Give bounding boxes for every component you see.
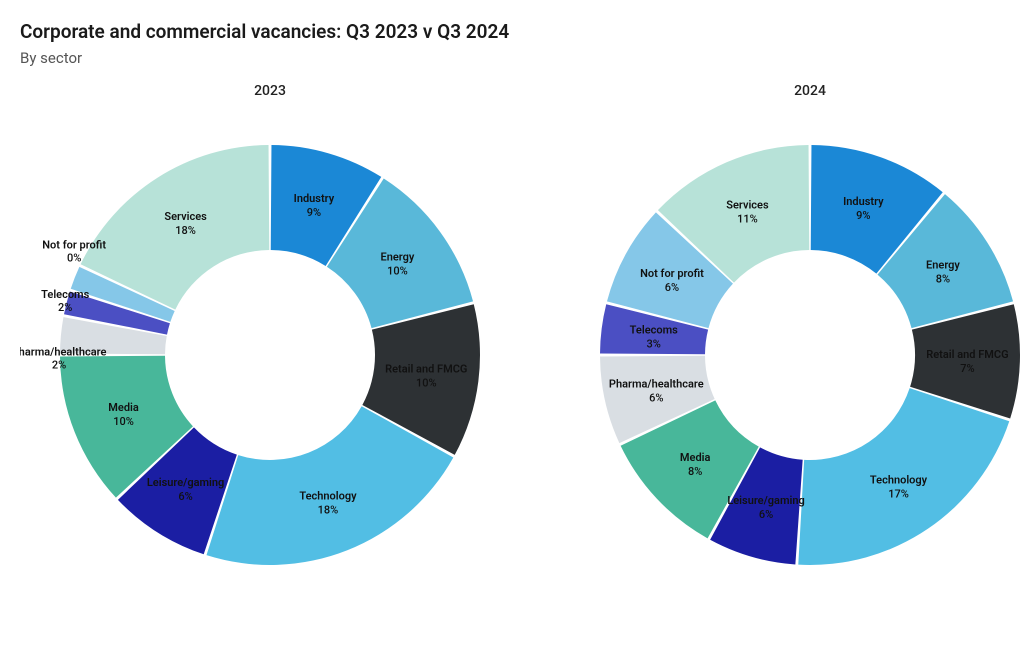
chart-title-2024: 2024 xyxy=(794,83,826,99)
slice-label: Telecoms xyxy=(41,288,89,301)
slice-percent: 10% xyxy=(416,377,437,390)
chart-2024: 2024 Industry9%Energy8%Retail and FMCG7%… xyxy=(560,83,1020,609)
slice-label: Not for profit xyxy=(42,238,106,251)
charts-row: 2023 Industry9%Energy10%Retail and FMCG1… xyxy=(20,83,1000,609)
slice-label: Services xyxy=(164,210,207,223)
slice-label: Technology xyxy=(299,489,357,502)
chart-2023: 2023 Industry9%Energy10%Retail and FMCG1… xyxy=(20,83,520,609)
slice-label: Retail and FMCG xyxy=(385,363,467,376)
slice-label: Services xyxy=(726,198,769,211)
slice-percent: 8% xyxy=(936,273,950,286)
slice-percent: 6% xyxy=(178,490,192,503)
slice-percent: 18% xyxy=(175,224,196,237)
donut-svg: Industry9%Energy8%Retail and FMCG7%Techn… xyxy=(560,105,1020,605)
slice-label: Media xyxy=(108,401,139,414)
slice-label: Leisure/gaming xyxy=(727,494,804,507)
slice-label: Energy xyxy=(380,250,414,263)
slice-percent: 8% xyxy=(688,465,702,478)
donut-2024: Industry9%Energy8%Retail and FMCG7%Techn… xyxy=(560,105,1020,609)
slice-percent: 6% xyxy=(649,391,663,404)
slice-percent: 9% xyxy=(307,206,321,219)
slice-label: Not for profit xyxy=(640,267,704,280)
slice-percent: 3% xyxy=(647,337,661,350)
slice-percent: 2% xyxy=(52,358,66,371)
chart-title-2023: 2023 xyxy=(254,83,286,99)
slice-percent: 10% xyxy=(387,264,408,277)
slice-percent: 9% xyxy=(856,209,870,222)
slice-label: Technology xyxy=(870,473,928,486)
slice-percent: 2% xyxy=(58,301,72,314)
slice-percent: 6% xyxy=(665,281,679,294)
slice-label: Media xyxy=(680,451,711,464)
page-subtitle: By sector xyxy=(20,49,1000,67)
slice-label: Retail and FMCG xyxy=(926,348,1008,361)
slice-label: Energy xyxy=(926,259,960,272)
donut-svg: Industry9%Energy10%Retail and FMCG10%Tec… xyxy=(20,105,520,605)
slice-percent: 11% xyxy=(737,212,758,225)
slice-label: Pharma/healthcare xyxy=(609,377,704,390)
page-title: Corporate and commercial vacancies: Q3 2… xyxy=(20,20,1000,43)
slice-label: Telecoms xyxy=(630,323,678,336)
slice-label: Pharma/healthcare xyxy=(20,345,106,358)
slice-percent: 0% xyxy=(67,251,81,264)
slice-label: Industry xyxy=(294,192,335,205)
slice-percent: 18% xyxy=(318,503,339,516)
slice-percent: 10% xyxy=(113,415,134,428)
slice-percent: 17% xyxy=(888,487,909,500)
slice-percent: 6% xyxy=(759,508,773,521)
donut-2023: Industry9%Energy10%Retail and FMCG10%Tec… xyxy=(20,105,520,609)
slice-label: Industry xyxy=(843,195,884,208)
slice-label: Leisure/gaming xyxy=(147,476,224,489)
slice-percent: 7% xyxy=(960,362,974,375)
